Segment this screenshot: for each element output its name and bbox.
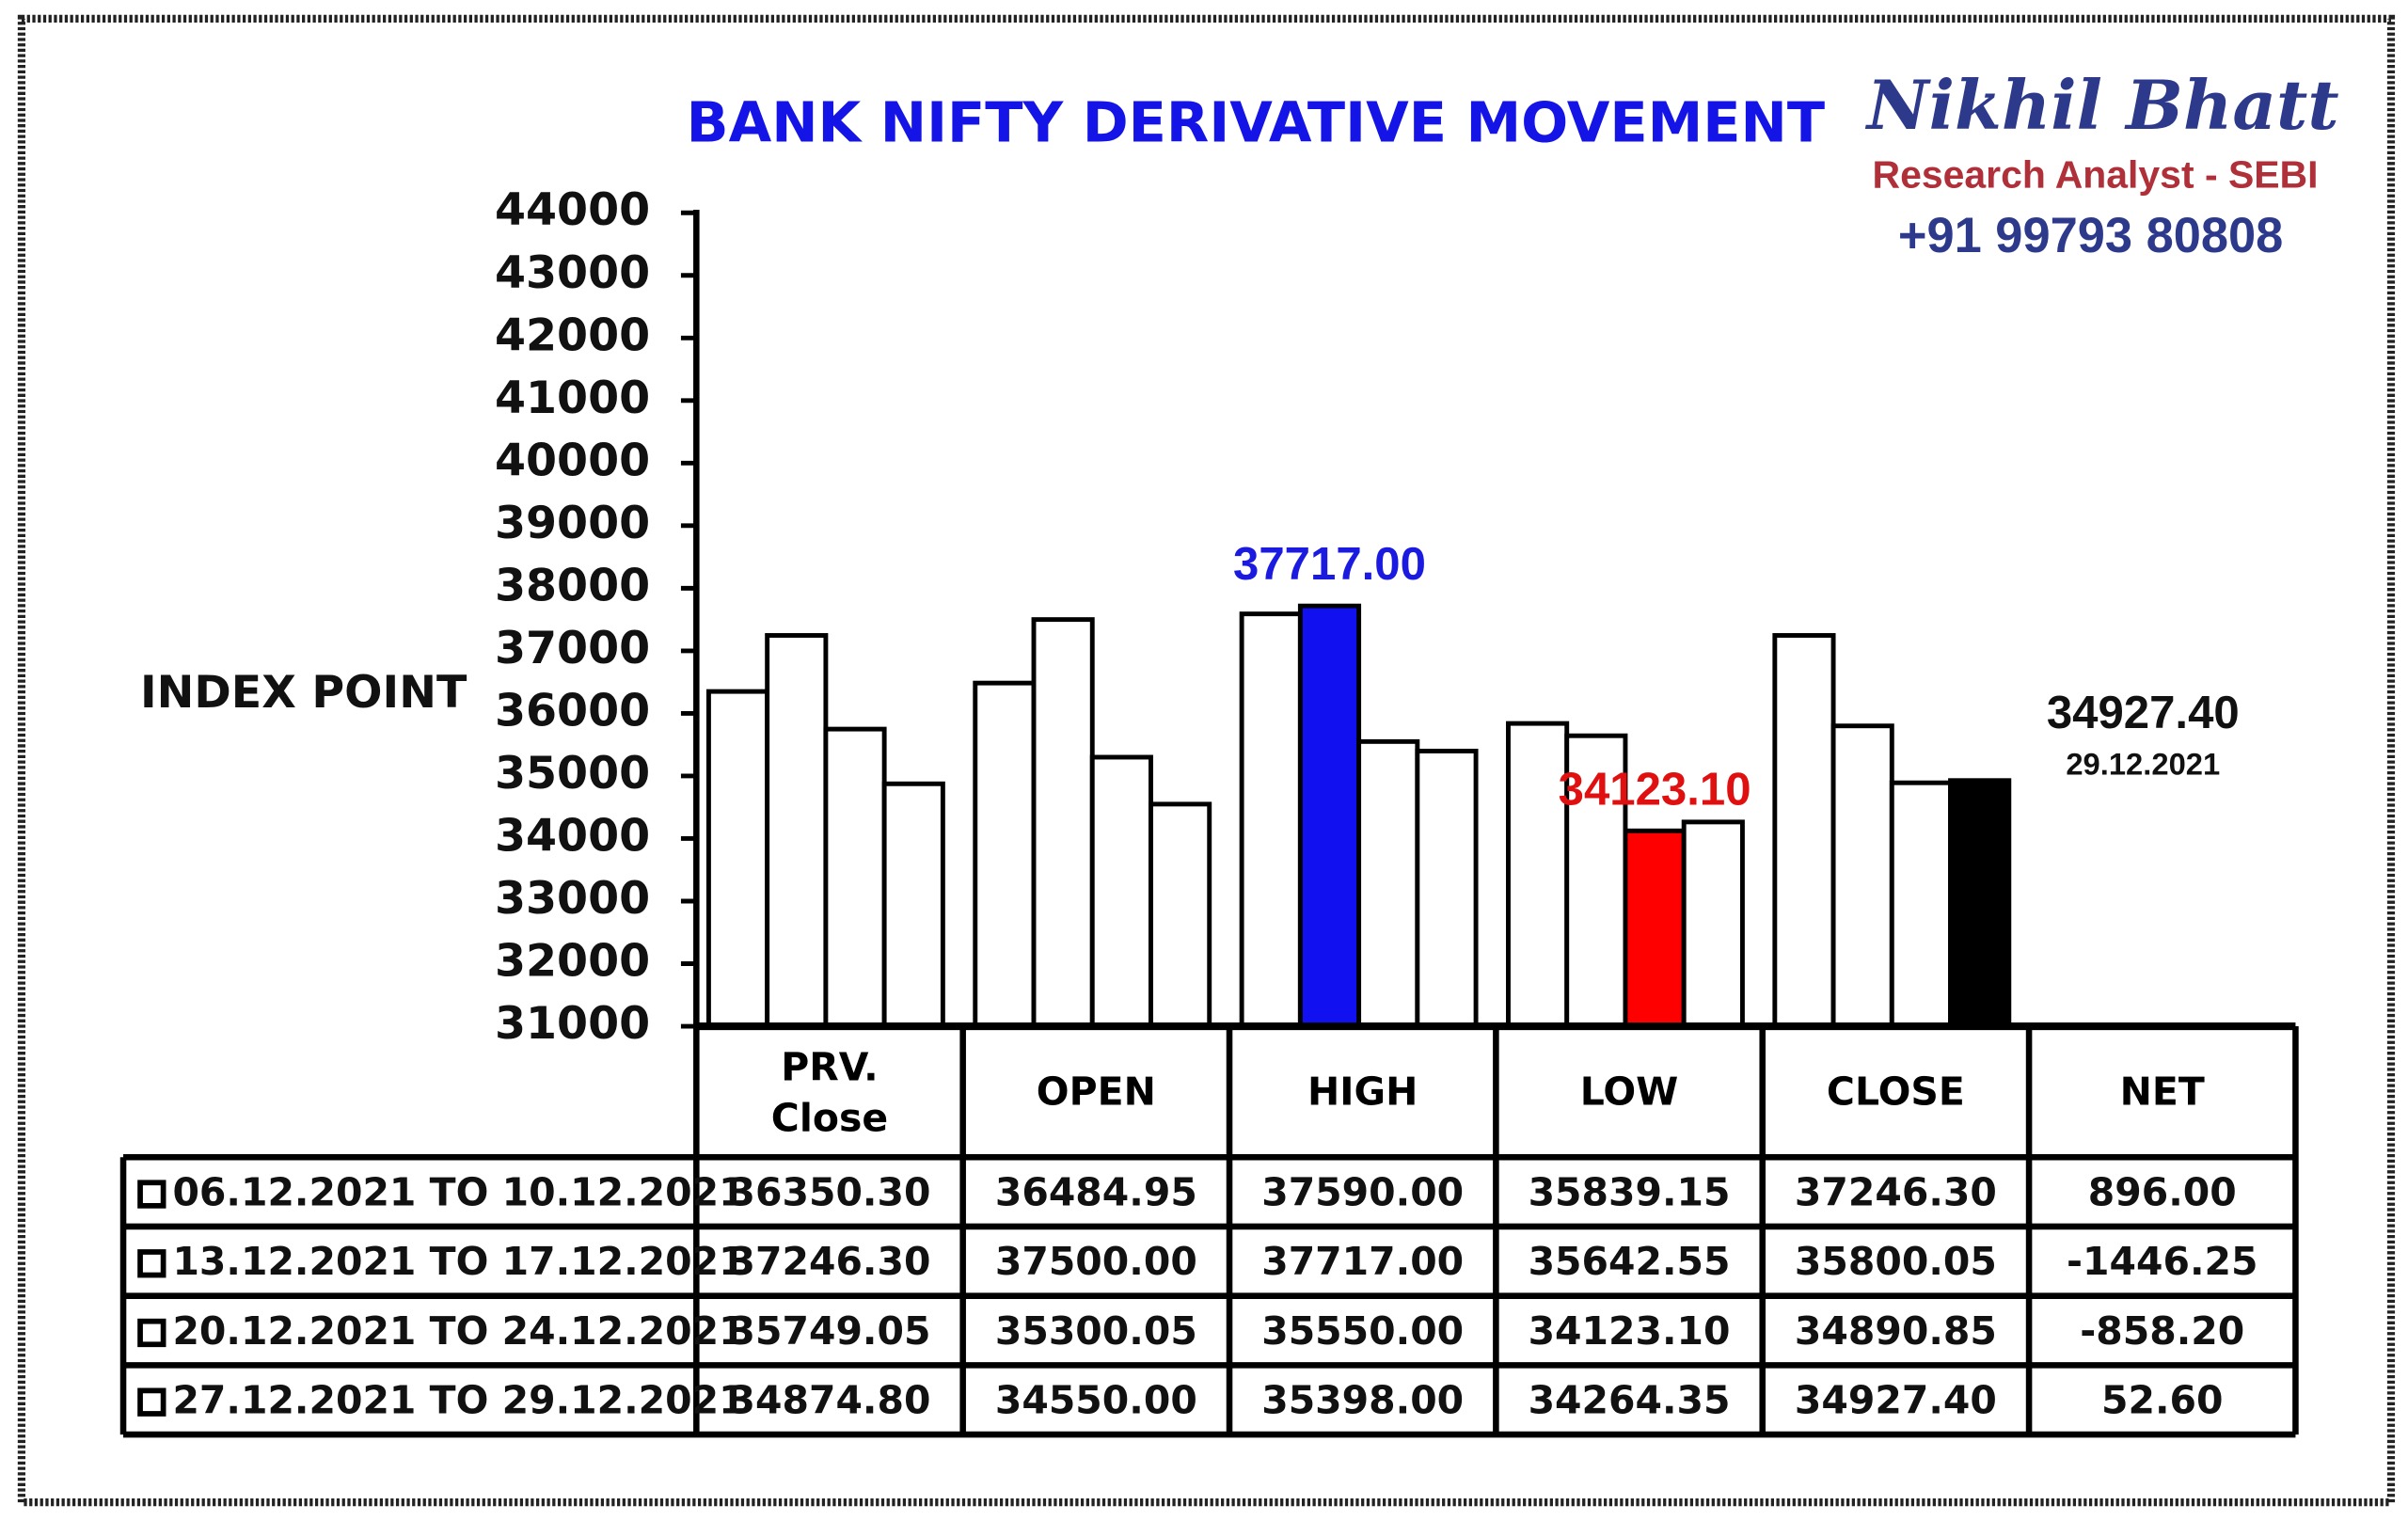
y-tick-label: 40000 bbox=[495, 435, 650, 486]
y-tick-label: 32000 bbox=[495, 936, 650, 988]
row-label: 13.12.2021 TO 17.12.2021 bbox=[172, 1239, 745, 1284]
y-tick-label: 43000 bbox=[495, 247, 650, 299]
y-tick-label: 31000 bbox=[495, 998, 650, 1050]
table-cell: 35839.15 bbox=[1529, 1169, 1731, 1214]
table-cell: 34890.85 bbox=[1795, 1308, 1997, 1354]
column-header-box: LOW bbox=[1579, 1069, 1679, 1115]
table-cell: 37717.00 bbox=[1261, 1239, 1464, 1284]
table-cell: 35800.05 bbox=[1795, 1239, 1997, 1284]
y-tick-label: 41000 bbox=[495, 372, 650, 424]
row-marker bbox=[137, 1180, 166, 1209]
bar bbox=[1889, 780, 1954, 1029]
table-cell: 34874.80 bbox=[729, 1377, 931, 1422]
table-cell: 36484.95 bbox=[995, 1169, 1197, 1214]
bar bbox=[1772, 633, 1836, 1029]
row-marker bbox=[137, 1249, 166, 1278]
callout-label: 37717.00 bbox=[1233, 539, 1426, 590]
callout-note: 29.12.2021 bbox=[2066, 747, 2220, 782]
y-tick-label: 44000 bbox=[495, 184, 650, 236]
column-header-box: NET bbox=[2119, 1069, 2205, 1115]
y-tick-label: 38000 bbox=[495, 560, 650, 611]
bar bbox=[1149, 801, 1212, 1029]
table-cell: 35398.00 bbox=[1261, 1377, 1464, 1422]
brand-name: Nikhil Bhatt bbox=[1865, 65, 2339, 145]
bar bbox=[1089, 754, 1153, 1029]
brand-role: Research Analyst - SEBI bbox=[1873, 152, 2319, 196]
column-header: CLOSE bbox=[1826, 1069, 1965, 1115]
bar bbox=[1830, 723, 1894, 1029]
y-tick-label: 39000 bbox=[495, 498, 650, 549]
column-header: PRV. Close bbox=[770, 1044, 889, 1140]
y-tick-label: 34000 bbox=[495, 810, 650, 862]
row-label: 20.12.2021 TO 24.12.2021 bbox=[172, 1308, 745, 1354]
frame bbox=[17, 14, 2396, 1507]
table-cell: 34927.40 bbox=[1795, 1377, 1997, 1422]
column-header-box: PRV. Close bbox=[770, 1044, 889, 1140]
bar bbox=[973, 680, 1037, 1029]
bar bbox=[1948, 778, 2012, 1029]
bar bbox=[1031, 617, 1095, 1029]
callout-label: 34123.10 bbox=[1559, 764, 1751, 815]
column-header: HIGH bbox=[1307, 1069, 1418, 1115]
table-cell: 35642.55 bbox=[1529, 1239, 1731, 1284]
table-cell: 52.60 bbox=[2101, 1377, 2223, 1422]
bar bbox=[705, 689, 770, 1029]
y-axis-label: INDEX POINT bbox=[140, 667, 467, 719]
table-cell: 37246.30 bbox=[729, 1239, 931, 1284]
column-header: NET bbox=[2119, 1069, 2205, 1115]
table-cell: 35550.00 bbox=[1261, 1308, 1464, 1354]
table-cell: 36350.30 bbox=[729, 1169, 931, 1214]
table-cell: 35300.05 bbox=[995, 1308, 1197, 1354]
bar bbox=[1681, 819, 1745, 1029]
bar bbox=[1239, 611, 1303, 1029]
column-header-box: HIGH bbox=[1307, 1069, 1418, 1115]
bar bbox=[881, 781, 945, 1029]
table-cell: 896.00 bbox=[2088, 1169, 2237, 1214]
table-cell: 34264.35 bbox=[1529, 1377, 1731, 1422]
column-header: OPEN bbox=[1036, 1069, 1156, 1115]
row-label: 27.12.2021 TO 29.12.2021 bbox=[172, 1377, 745, 1422]
y-tick-label: 33000 bbox=[495, 873, 650, 925]
bar bbox=[1415, 749, 1479, 1029]
bar bbox=[823, 726, 887, 1029]
column-header-box: OPEN bbox=[1036, 1069, 1156, 1115]
table-cell: -858.20 bbox=[2080, 1308, 2244, 1354]
bar bbox=[1356, 738, 1420, 1029]
bar bbox=[1623, 828, 1687, 1029]
table-cell: 34550.00 bbox=[995, 1377, 1197, 1422]
table-cell: 37500.00 bbox=[995, 1239, 1197, 1284]
row-marker bbox=[137, 1318, 166, 1348]
callout-label: 34927.40 bbox=[2047, 688, 2240, 738]
y-tick-label: 35000 bbox=[495, 748, 650, 800]
brand-phone: +91 99793 80808 bbox=[1898, 209, 2283, 263]
table-cell: 35749.05 bbox=[729, 1308, 931, 1354]
y-tick-label: 37000 bbox=[495, 623, 650, 674]
bar bbox=[765, 633, 829, 1029]
table-cell: -1446.25 bbox=[2067, 1239, 2258, 1284]
row-label: 06.12.2021 TO 10.12.2021 bbox=[172, 1169, 745, 1214]
table-cell: 37246.30 bbox=[1795, 1169, 1997, 1214]
y-tick-label: 42000 bbox=[495, 309, 650, 361]
column-header: LOW bbox=[1579, 1069, 1679, 1115]
row-marker bbox=[137, 1387, 166, 1417]
table-cell: 34123.10 bbox=[1529, 1308, 1731, 1354]
chart-title: BANK NIFTY DERIVATIVE MOVEMENT bbox=[687, 90, 1825, 155]
y-tick-label: 36000 bbox=[495, 685, 650, 737]
column-header-box: CLOSE bbox=[1826, 1069, 1965, 1115]
bar bbox=[1297, 603, 1362, 1029]
table-cell: 37590.00 bbox=[1261, 1169, 1464, 1214]
